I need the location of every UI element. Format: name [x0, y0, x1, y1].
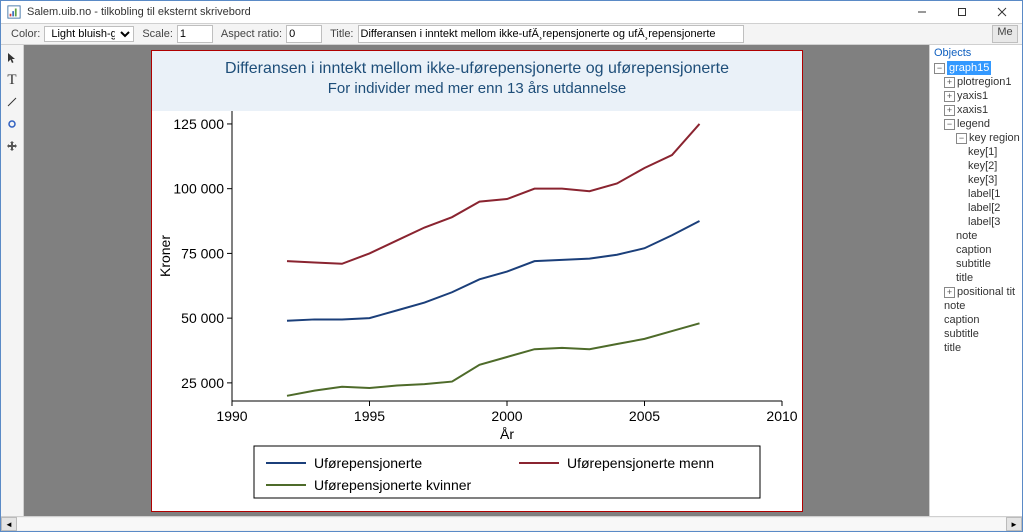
y-tick-label: 50 000 [181, 310, 224, 326]
y-tick-label: 125 000 [173, 115, 224, 131]
x-tick-label: 1995 [353, 408, 384, 424]
tree-node[interactable]: −graph15 [932, 61, 1022, 75]
horizontal-scrollbar[interactable]: ◄ ► [1, 516, 1022, 531]
tree-node[interactable]: −key region [932, 131, 1022, 145]
tree-node[interactable]: +positional tit [932, 285, 1022, 299]
tree-node[interactable]: subtitle [932, 257, 1022, 271]
chart-title: Differansen i inntekt mellom ikke-uførep… [225, 60, 729, 77]
title-label: Title: [330, 28, 353, 40]
marker-tool[interactable] [3, 115, 21, 133]
window-controls [902, 1, 1022, 23]
move-tool[interactable] [3, 137, 21, 155]
window-title: Salem.uib.no - tilkobling til eksternt s… [27, 6, 251, 18]
canvas-area[interactable]: Differansen i inntekt mellom ikke-uførep… [24, 45, 929, 516]
scroll-left-button[interactable]: ◄ [1, 517, 17, 531]
tree-node[interactable]: key[3] [932, 173, 1022, 187]
x-tick-label: 2000 [491, 408, 522, 424]
tool-palette: T [1, 45, 24, 516]
me-button[interactable]: Me [992, 25, 1018, 43]
tree-node[interactable]: title [932, 341, 1022, 355]
scale-label: Scale: [142, 28, 173, 40]
toolbar: Color: Light bluish-g Scale: Aspect rati… [1, 23, 1022, 45]
pointer-tool[interactable] [3, 49, 21, 67]
objects-panel: Objects −graph15+plotregion1+yaxis1+xaxi… [929, 45, 1022, 516]
aspect-label: Aspect ratio: [221, 28, 282, 40]
tree-node[interactable]: caption [932, 313, 1022, 327]
tree-node[interactable]: +plotregion1 [932, 75, 1022, 89]
x-tick-label: 1990 [216, 408, 247, 424]
tree-node[interactable]: label[3 [932, 215, 1022, 229]
text-tool[interactable]: T [3, 71, 21, 89]
title-input[interactable] [358, 25, 744, 43]
tree-node[interactable]: note [932, 299, 1022, 313]
legend-label: Uførepensjonerte [314, 455, 422, 471]
scroll-track[interactable] [17, 518, 1006, 530]
y-tick-label: 25 000 [181, 374, 224, 390]
app-window: Salem.uib.no - tilkobling til eksternt s… [0, 0, 1023, 532]
color-label: Color: [11, 28, 40, 40]
tree-node[interactable]: key[1] [932, 145, 1022, 159]
body-area: T Differansen i inntekt mellom ikke-ufør… [1, 45, 1022, 516]
objects-header: Objects [930, 45, 1022, 61]
tree-node[interactable]: note [932, 229, 1022, 243]
tree-node[interactable]: label[1 [932, 187, 1022, 201]
x-tick-label: 2005 [628, 408, 659, 424]
scroll-right-button[interactable]: ► [1006, 517, 1022, 531]
scale-input[interactable] [177, 25, 213, 43]
x-tick-label: 2010 [766, 408, 797, 424]
x-axis-label: År [500, 426, 514, 442]
graph-editor[interactable]: Differansen i inntekt mellom ikke-uførep… [151, 50, 803, 512]
tree-node[interactable]: label[2 [932, 201, 1022, 215]
tree-node[interactable]: +yaxis1 [932, 89, 1022, 103]
objects-tree[interactable]: −graph15+plotregion1+yaxis1+xaxis1−legen… [930, 61, 1022, 355]
legend-label: Uførepensjonerte menn [567, 455, 714, 471]
y-tick-label: 75 000 [181, 245, 224, 261]
maximize-button[interactable] [942, 1, 982, 23]
tree-node[interactable]: caption [932, 243, 1022, 257]
tree-node[interactable]: +xaxis1 [932, 103, 1022, 117]
tree-node[interactable]: title [932, 271, 1022, 285]
chart-subtitle: For individer med mer enn 13 års utdanne… [327, 80, 626, 97]
tree-node[interactable]: key[2] [932, 159, 1022, 173]
close-button[interactable] [982, 1, 1022, 23]
minimize-button[interactable] [902, 1, 942, 23]
color-select[interactable]: Light bluish-g [44, 26, 134, 42]
app-icon [7, 5, 21, 19]
line-tool[interactable] [3, 93, 21, 111]
tree-node[interactable]: subtitle [932, 327, 1022, 341]
tree-node[interactable]: −legend [932, 117, 1022, 131]
y-tick-label: 100 000 [173, 180, 224, 196]
titlebar: Salem.uib.no - tilkobling til eksternt s… [1, 1, 1022, 23]
legend-label: Uførepensjonerte kvinner [314, 477, 472, 493]
aspect-input[interactable] [286, 25, 322, 43]
y-axis-label: Kroner [157, 234, 173, 276]
